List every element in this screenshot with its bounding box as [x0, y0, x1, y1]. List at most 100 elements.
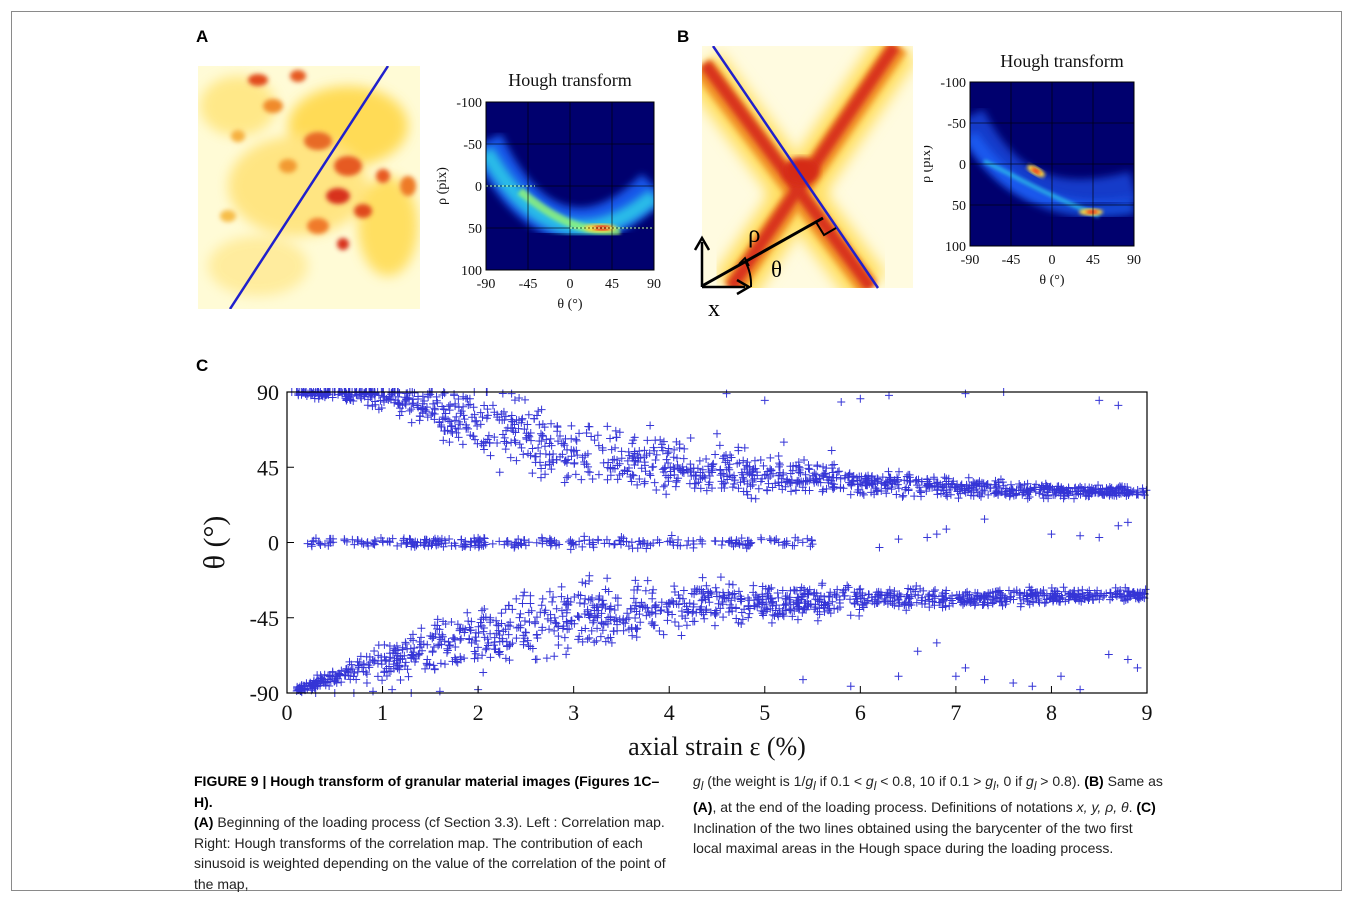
scatter-point	[719, 470, 728, 479]
scatter-point	[665, 599, 674, 608]
scatter-point	[670, 617, 679, 626]
scatter-point	[510, 543, 519, 552]
scatter-point	[476, 618, 485, 627]
scatter-point	[649, 539, 658, 548]
x-axis-label: θ (°)	[1039, 273, 1064, 288]
scatter-point	[417, 624, 426, 633]
scatter-point	[1064, 590, 1073, 599]
scatter-point	[835, 599, 844, 608]
scatter-point	[610, 606, 619, 615]
y-axis-label: ρ (pix)	[924, 145, 934, 183]
scatter-point	[1053, 587, 1062, 596]
scatter-point	[374, 651, 383, 660]
scatter-point	[518, 599, 527, 608]
scatter-point	[588, 538, 597, 547]
scatter-point	[651, 456, 660, 465]
scatter-point	[649, 621, 658, 630]
scatter-point	[867, 488, 876, 497]
scatter-point	[1055, 593, 1064, 602]
scatter-point	[404, 672, 413, 681]
scatter-point	[587, 432, 596, 441]
scatter-point	[528, 444, 537, 453]
scatter-point	[680, 444, 689, 453]
scatter-point	[547, 465, 556, 474]
scatter-point	[738, 615, 747, 624]
scatter-point	[856, 594, 865, 603]
scatter-point	[486, 615, 495, 624]
scatter-point	[473, 653, 482, 662]
scatter-point	[855, 611, 864, 620]
figure-frame	[11, 11, 1342, 891]
scatter-point	[461, 542, 470, 551]
scatter-point	[516, 609, 525, 618]
scatter-point	[308, 389, 317, 398]
scatter-point	[767, 466, 776, 475]
x-tick: 45	[1086, 253, 1100, 268]
scatter-point	[682, 541, 691, 550]
scatter-point	[419, 540, 428, 549]
scatter-point	[728, 580, 737, 589]
x-tick-label: 4	[664, 700, 675, 725]
hough-plot-b: Hough transform -100 -50 0 50 100 -90 -4…	[924, 51, 1141, 288]
scatter-point	[1129, 588, 1138, 597]
scatter-point	[417, 633, 426, 642]
scatter-point	[498, 389, 507, 398]
scatter-point	[1141, 585, 1150, 594]
scatter-point	[937, 489, 946, 498]
scatter-point	[439, 436, 448, 445]
scatter-point	[892, 478, 901, 487]
scatter-point	[930, 594, 939, 603]
scatter-point	[552, 604, 561, 613]
scatter-point	[832, 593, 841, 602]
scatter-point	[410, 644, 419, 653]
scatter-point	[1006, 491, 1015, 500]
y-tick: 0	[959, 158, 966, 173]
scatter-point	[756, 456, 765, 465]
x-axis-label: θ (°)	[557, 297, 582, 312]
scatter-point	[1068, 589, 1077, 598]
scatter-point	[640, 539, 649, 548]
scatter-point	[321, 677, 330, 686]
scatter-point	[816, 591, 825, 600]
scatter-point	[743, 462, 752, 471]
scatter-point	[1133, 490, 1142, 499]
scatter-point	[695, 605, 704, 614]
scatter-point	[531, 452, 540, 461]
scatter-point	[445, 535, 454, 544]
scatter-point	[395, 411, 404, 420]
scatter-point	[366, 389, 375, 398]
scatter-point	[388, 534, 397, 543]
scatter-point	[1094, 488, 1103, 497]
scatter-point	[782, 539, 791, 548]
scatter-point	[894, 672, 903, 681]
caption-c-tag: (C)	[1136, 799, 1156, 816]
scatter-point	[1028, 591, 1037, 600]
scatter-point	[636, 453, 645, 462]
scatter-point	[420, 397, 429, 406]
scatter-point	[324, 541, 333, 550]
scatter-point	[750, 601, 759, 610]
scatter-point	[1082, 491, 1091, 500]
scatter-point	[573, 612, 582, 621]
scatter-point	[352, 675, 361, 684]
scatter-point	[637, 598, 646, 607]
scatter-point	[454, 394, 463, 403]
scatter-point	[826, 588, 835, 597]
scatter-point	[742, 461, 751, 470]
y-tick: 100	[945, 240, 966, 255]
scatter-point	[749, 588, 758, 597]
scatter-point	[585, 613, 594, 622]
x-tick: 0	[567, 277, 574, 292]
scatter-point	[471, 649, 480, 658]
scatter-point	[698, 573, 707, 582]
scatter-point	[463, 608, 472, 617]
scatter-point	[538, 431, 547, 440]
theta-arc	[744, 260, 753, 288]
scatter-point	[393, 541, 402, 550]
scatter-point	[637, 464, 646, 473]
scatter-point	[388, 685, 397, 694]
scatter-point	[1070, 594, 1079, 603]
scatter-point	[472, 416, 481, 425]
scatter-point	[804, 589, 813, 598]
caption-c-text: Inclination of the two lines obtained us…	[693, 819, 1133, 857]
